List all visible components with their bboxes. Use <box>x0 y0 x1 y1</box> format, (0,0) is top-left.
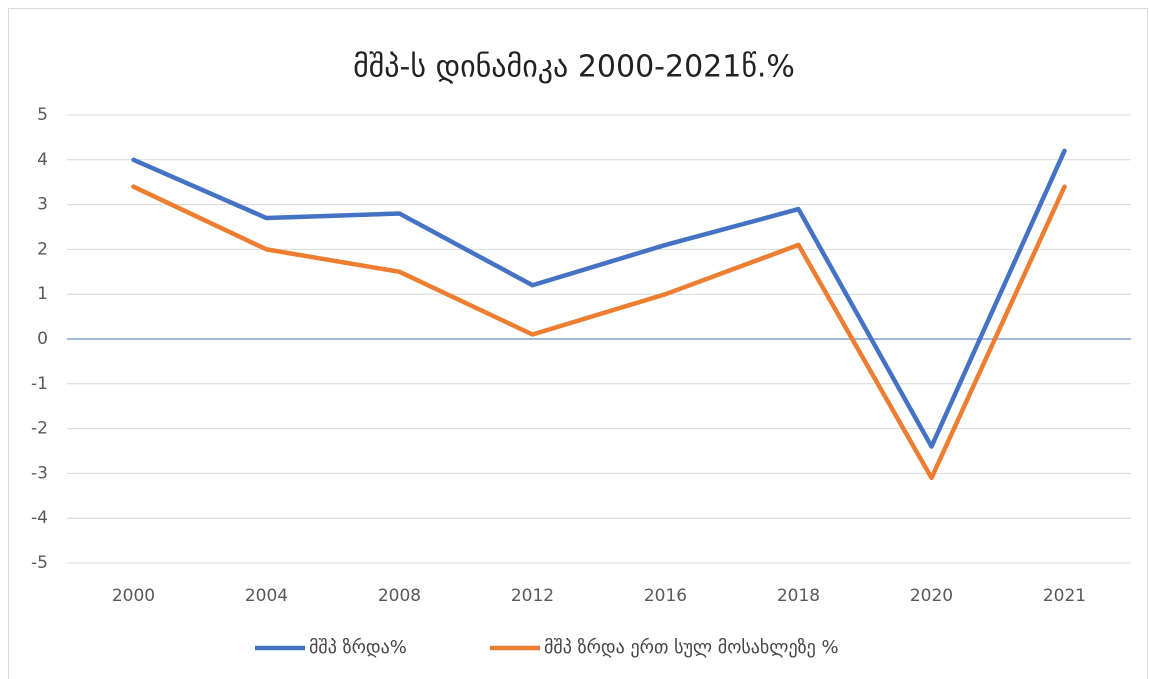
y-tick-label: -4 <box>31 508 48 528</box>
y-tick-label: 0 <box>37 329 48 349</box>
x-tick-label: 2020 <box>910 586 953 606</box>
chart-title: მშპ-ს დინამიკა 2000-2021წ.% <box>353 50 795 85</box>
x-tick-label: 2012 <box>511 586 554 606</box>
y-tick-label: 3 <box>37 195 48 215</box>
y-tick-label: -2 <box>31 419 48 439</box>
y-tick-label: 1 <box>37 284 48 304</box>
y-tick-label: -1 <box>31 374 48 394</box>
x-tick-label: 2016 <box>644 586 687 606</box>
y-tick-label: -3 <box>31 463 48 483</box>
y-tick-label: 2 <box>37 239 48 259</box>
y-tick-label: 5 <box>37 105 48 125</box>
y-tick-label: -5 <box>31 553 48 573</box>
legend-label: მშპ ზრდა ერთ სულ მოსახლეზე % <box>544 637 839 658</box>
x-tick-label: 2021 <box>1043 586 1086 606</box>
x-tick-label: 2004 <box>245 586 288 606</box>
x-tick-label: 2000 <box>112 586 155 606</box>
chart-frame <box>8 8 1148 679</box>
series-line <box>131 184 1067 481</box>
legend-label: მშპ ზრდა% <box>309 637 407 658</box>
x-tick-label: 2018 <box>777 586 820 606</box>
y-tick-label: 4 <box>37 150 48 170</box>
x-tick-label: 2008 <box>378 586 421 606</box>
series-line <box>131 148 1067 449</box>
